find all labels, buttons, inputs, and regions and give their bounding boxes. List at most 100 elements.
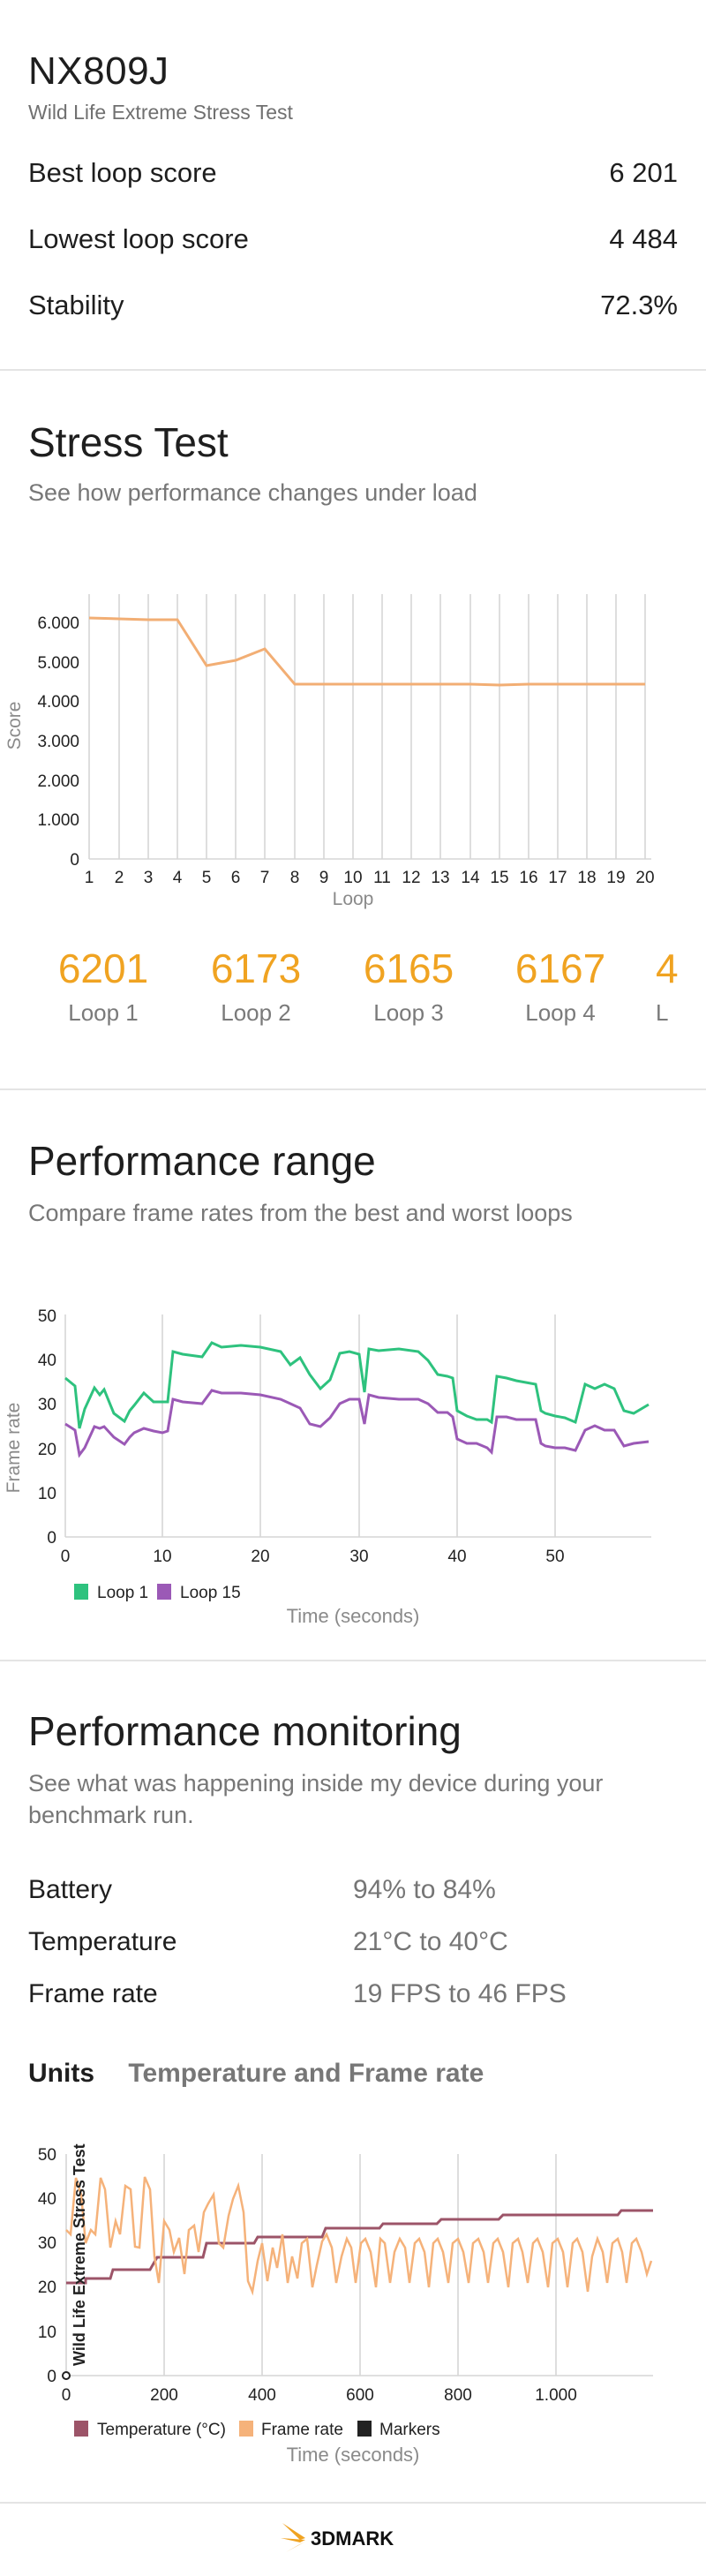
stat-label: Stability <box>28 290 124 320</box>
monitor-value: 21°C to 40°C <box>353 1927 508 1956</box>
svg-text:20: 20 <box>251 1548 269 1566</box>
svg-text:600: 600 <box>346 2386 374 2405</box>
x-axis-ticks: 0 200 400 600 800 1.000 <box>62 2386 577 2405</box>
svg-text:4.000: 4.000 <box>37 693 79 712</box>
chart-gridlines <box>64 1314 651 1538</box>
svg-text:0: 0 <box>62 2386 71 2405</box>
x-axis-ticks: 0 10 20 30 40 50 <box>61 1548 565 1566</box>
loop-score: 6167 <box>514 945 606 991</box>
x-axis-label: Time (seconds) <box>287 1605 420 1627</box>
stat-best-loop: Best loop score 6 201 <box>28 157 678 189</box>
svg-text:10: 10 <box>153 1548 171 1566</box>
svg-text:50: 50 <box>38 2146 56 2165</box>
loop-label: Loop 4 <box>525 999 596 1026</box>
section-divider <box>0 1660 706 1661</box>
monitor-label: Temperature <box>28 1927 177 1956</box>
stat-value: 72.3% <box>600 290 678 320</box>
svg-text:2.000: 2.000 <box>37 772 79 791</box>
y-axis-ticks: 0 10 20 30 40 50 <box>38 1307 56 1548</box>
temperature-line <box>66 2209 653 2285</box>
legend-label-markers: Markers <box>379 2421 440 2439</box>
svg-text:6: 6 <box>231 869 241 887</box>
loop-card-2[interactable]: 6173 Loop 2 <box>190 945 322 1027</box>
svg-text:14: 14 <box>461 869 480 887</box>
svg-text:4: 4 <box>173 869 183 887</box>
svg-text:0: 0 <box>61 1548 71 1566</box>
performance-monitoring-title: Performance monitoring <box>28 1708 462 1754</box>
loop-card-5[interactable]: 4 L <box>656 945 706 1027</box>
svg-text:0: 0 <box>70 851 79 870</box>
svg-text:40: 40 <box>447 1548 466 1566</box>
svg-text:18: 18 <box>577 869 596 887</box>
performance-monitoring-chart: 0 10 20 30 40 50 0 200 400 600 800 1.000 Wild Li… <box>38 2143 653 2466</box>
monitor-value: 94% to 84% <box>353 1875 496 1904</box>
marker-label: Wild Life Extreme Stress Test <box>71 2143 88 2366</box>
test-name: Wild Life Extreme Stress Test <box>28 101 293 124</box>
svg-text:6.000: 6.000 <box>37 614 79 633</box>
legend-label-frame-rate: Frame rate <box>261 2421 343 2439</box>
loop-label: Loop 3 <box>373 999 444 1026</box>
monitor-value: 19 FPS to 46 FPS <box>353 1979 567 2008</box>
legend-label-loop15: Loop 15 <box>180 1584 241 1602</box>
svg-text:15: 15 <box>490 869 508 887</box>
svg-text:19: 19 <box>606 869 625 887</box>
loop-label: L <box>656 999 669 1026</box>
svg-text:0: 0 <box>47 1529 56 1548</box>
performance-range-plot: 0 10 20 30 40 50 Frame rate 0 10 20 30 40 50 Loo… <box>0 1298 706 1642</box>
y-axis-label: Frame rate <box>4 1403 24 1494</box>
svg-text:1.000: 1.000 <box>37 811 79 830</box>
stat-label: Best loop score <box>28 157 217 188</box>
legend-label-loop1: Loop 1 <box>97 1584 148 1602</box>
y-axis-ticks: 0 10 20 30 40 50 <box>38 2146 56 2386</box>
svg-text:11: 11 <box>373 869 391 887</box>
loop-card-4[interactable]: 6167 Loop 4 <box>494 945 627 1027</box>
svg-text:1.000: 1.000 <box>535 2386 577 2405</box>
svg-text:10: 10 <box>38 1485 56 1503</box>
units-label: Units <box>28 2059 94 2088</box>
chart-legend: Temperature (°C) Frame rate Markers <box>74 2421 440 2439</box>
loop-score-carousel[interactable]: 6201 Loop 1 6173 Loop 2 6165 Loop 3 6167… <box>0 945 706 1051</box>
performance-range-subtitle: Compare frame rates from the best and wo… <box>28 1200 573 1226</box>
loop1-line <box>64 1341 650 1429</box>
legend-swatch-frame-rate <box>239 2421 253 2437</box>
svg-text:20: 20 <box>38 1441 56 1459</box>
legend-swatch-loop1 <box>74 1584 88 1600</box>
legend-label-temperature: Temperature (°C) <box>97 2421 226 2439</box>
loop-card-3[interactable]: 6165 Loop 3 <box>342 945 475 1027</box>
loop-label: Loop 1 <box>68 999 139 1026</box>
units-selector[interactable]: Units Temperature and Frame rate <box>28 2059 484 2089</box>
marker-point <box>62 2371 71 2380</box>
section-divider <box>0 2502 706 2504</box>
svg-text:10: 10 <box>343 869 362 887</box>
svg-text:3: 3 <box>144 869 154 887</box>
svg-text:30: 30 <box>38 2234 56 2253</box>
stat-value: 6 201 <box>609 157 678 188</box>
svg-text:50: 50 <box>545 1548 564 1566</box>
chart-legend: Loop 1 Loop 15 <box>74 1584 241 1602</box>
device-name: NX809J <box>28 49 169 93</box>
x-axis-label: Time (seconds) <box>287 2444 420 2466</box>
stat-value: 4 484 <box>609 223 678 254</box>
svg-text:200: 200 <box>150 2386 178 2405</box>
svg-text:50: 50 <box>38 1307 56 1326</box>
stat-lowest-loop: Lowest loop score 4 484 <box>28 223 678 255</box>
svg-text:5: 5 <box>202 869 212 887</box>
svg-text:8: 8 <box>290 869 300 887</box>
y-axis-label: Score <box>4 702 25 750</box>
loop-card-1[interactable]: 6201 Loop 1 <box>37 945 169 1027</box>
units-value[interactable]: Temperature and Frame rate <box>128 2059 484 2088</box>
monitor-label: Battery <box>28 1875 113 1904</box>
stat-stability: Stability 72.3% <box>28 290 678 321</box>
3dmark-logo: 3DMARK <box>281 2520 431 2556</box>
svg-text:30: 30 <box>38 1396 56 1414</box>
svg-text:7: 7 <box>260 869 270 887</box>
loop-score: 4 <box>656 945 679 991</box>
loop15-line <box>64 1389 650 1458</box>
svg-text:17: 17 <box>548 869 567 887</box>
frame-rate-line <box>65 2176 653 2296</box>
stress-test-subtitle: See how performance changes under load <box>28 479 477 506</box>
chart-gridlines <box>88 594 651 860</box>
